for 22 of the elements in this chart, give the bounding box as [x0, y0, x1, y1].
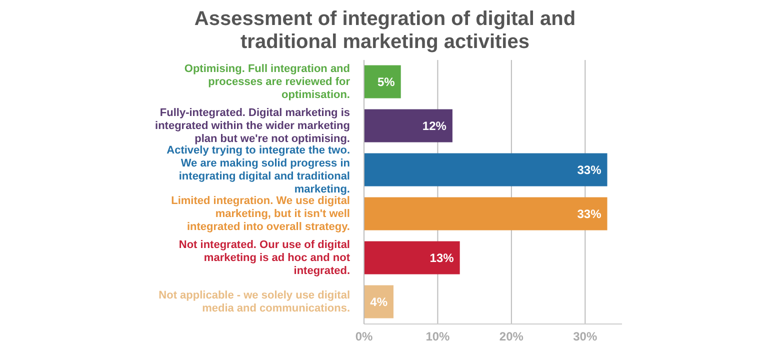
y-tick-label: Not applicable - we solely use digital media and communications.	[158, 290, 350, 314]
x-tick-label: 10%	[426, 330, 450, 344]
y-tick-label: Optimising. Full integration and processes are reviewed for optimisation.	[184, 63, 351, 101]
x-tick-label: 30%	[573, 330, 598, 344]
data-label: 33%	[577, 206, 602, 221]
chart-title: Assessment of integration of digital and traditional marketing activities	[193, 8, 577, 54]
data-label: 4%	[370, 294, 388, 309]
x-tick-label: 0%	[355, 330, 373, 344]
y-tick-label: Actively trying to integrate the two. We are making solid progress in integrating digital and traditional marketing.	[166, 144, 350, 196]
bar	[364, 197, 608, 230]
data-label: 12%	[422, 118, 447, 133]
x-tick-label: 20%	[499, 330, 524, 344]
bar	[364, 241, 460, 274]
bar	[364, 65, 401, 98]
data-label: 5%	[378, 74, 396, 89]
y-tick-label: Not integrated. Our use of digital marketing is ad hoc and not integrated.	[178, 239, 350, 277]
data-label: 33%	[577, 162, 602, 177]
bar	[364, 153, 608, 186]
y-tick-label: Limited integration. We use digital marketing, but it isn't well integrated into overall strategy.	[171, 195, 350, 233]
data-label: 13%	[430, 250, 454, 265]
bar	[364, 109, 452, 142]
y-tick-label: Fully-integrated. Digital marketing is integrated within the wider marketing plan but we're not optimising.	[155, 107, 350, 145]
